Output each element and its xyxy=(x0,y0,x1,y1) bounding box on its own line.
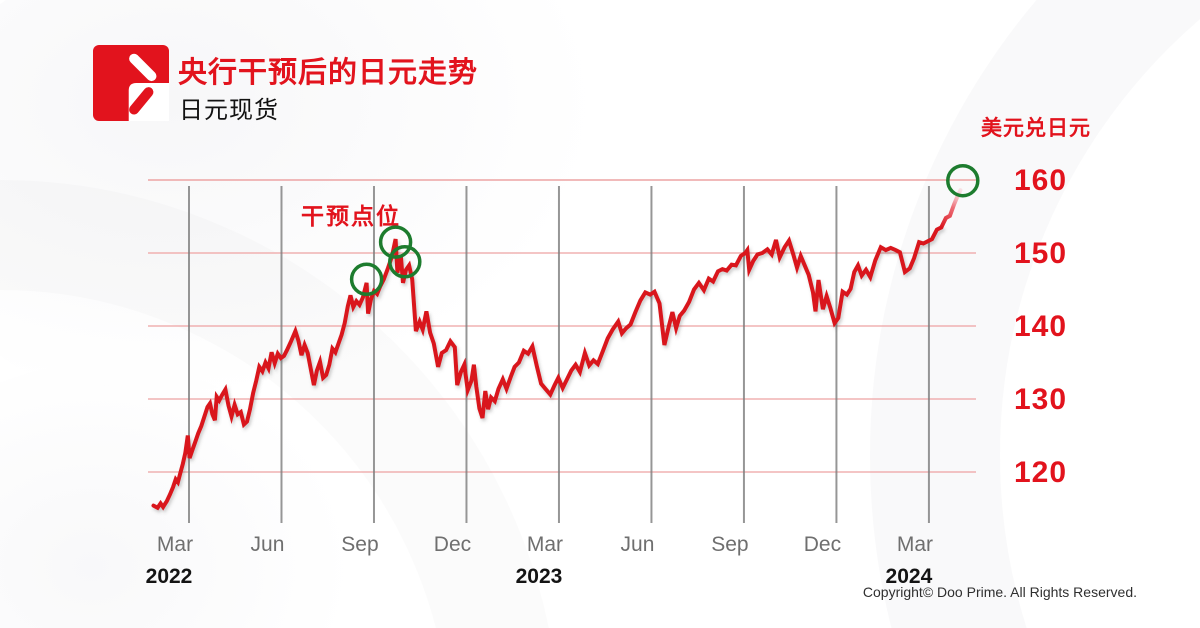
usdjpy-price-line xyxy=(151,225,944,511)
copyright-text: Copyright© Doo Prime. All Rights Reserve… xyxy=(862,584,1137,600)
intervention-annotation-label: 干预点位 xyxy=(301,203,401,229)
x-year-label: 2022 xyxy=(146,565,193,588)
y-tick-label: 130 xyxy=(1014,383,1067,416)
x-tick-label: Sep xyxy=(711,533,748,556)
y-tick-label: 120 xyxy=(1014,456,1067,489)
y-tick-label: 150 xyxy=(1014,237,1067,270)
y-tick-label: 140 xyxy=(1014,310,1067,343)
x-year-label: 2024 xyxy=(886,565,933,588)
x-year-label: 2023 xyxy=(516,565,563,588)
x-tick-label: Sep xyxy=(341,533,378,556)
x-tick-label: Mar xyxy=(897,533,933,556)
intervention-circle xyxy=(946,163,980,198)
y-axis-title: 美元兑日元 xyxy=(981,117,1091,140)
intervention-circle xyxy=(388,245,422,279)
y-tick-label: 160 xyxy=(1014,164,1067,197)
x-tick-label: Jun xyxy=(621,533,655,556)
x-tick-label: Dec xyxy=(434,533,471,556)
page-subtitle: 日元现货 xyxy=(179,97,279,124)
intervention-circle xyxy=(349,262,384,297)
x-tick-label: Mar xyxy=(157,533,193,556)
page-title: 央行干预后的日元走势 xyxy=(178,57,479,89)
intervention-circle xyxy=(378,225,413,259)
doo-prime-logo-icon xyxy=(93,45,169,121)
x-tick-label: Jun xyxy=(251,533,285,556)
x-tick-label: Mar xyxy=(527,533,563,556)
x-tick-label: Dec xyxy=(804,533,841,556)
